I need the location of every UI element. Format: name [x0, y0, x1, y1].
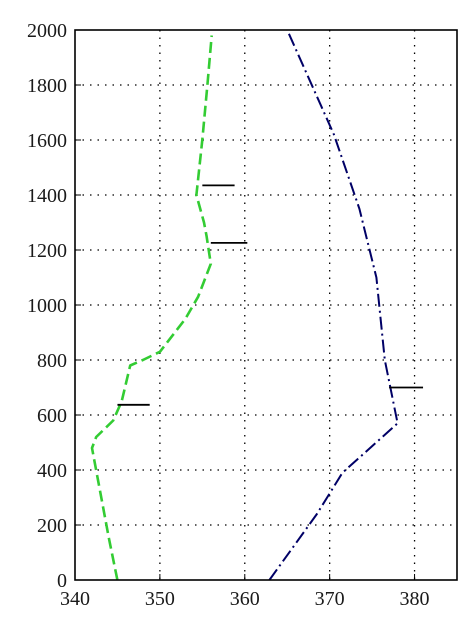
y-tick-label: 1600	[27, 130, 67, 152]
y-tick-labels: 0 200 400 600 800 1000 1200 1400 1600 1800 2000	[27, 20, 67, 592]
x-tick-label: 340	[60, 588, 90, 610]
y-tick-label: 200	[37, 515, 67, 537]
y-tick-label: 0	[57, 570, 67, 592]
x-tick-labels: 340 350 360 370 380	[60, 588, 430, 610]
plot-frame	[74, 29, 458, 581]
x-tick-label: 380	[400, 588, 430, 610]
y-tick-label: 400	[37, 460, 67, 482]
y-tick-label: 1200	[27, 240, 67, 262]
x-tick-label: 360	[230, 588, 260, 610]
y-tick-label: 600	[37, 405, 67, 427]
series-line-2	[268, 29, 399, 581]
y-tick-label: 1000	[27, 295, 67, 317]
y-tick-label: 1800	[27, 75, 67, 97]
series-line-1	[90, 35, 213, 581]
grid	[75, 30, 457, 580]
marker-layer	[117, 184, 424, 406]
y-tick-label: 2000	[27, 20, 67, 42]
series-layer	[90, 29, 399, 581]
y-tick-label: 1400	[27, 185, 67, 207]
y-tick-label: 800	[37, 350, 67, 372]
x-tick-label: 350	[145, 588, 175, 610]
x-tick-label: 370	[315, 588, 345, 610]
ticks	[74, 29, 416, 581]
